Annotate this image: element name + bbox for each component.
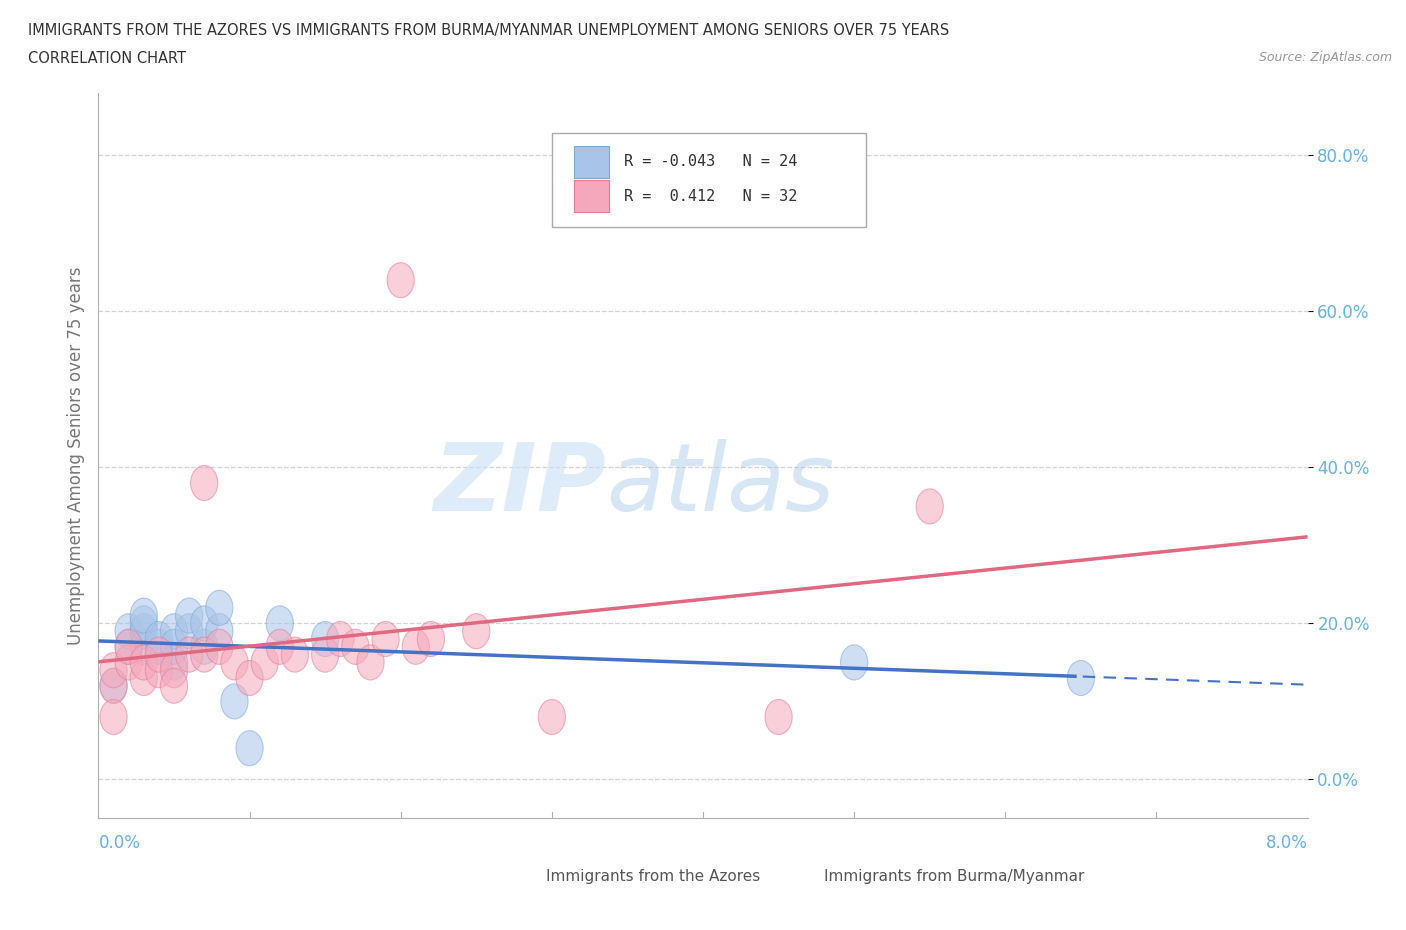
Ellipse shape [236, 731, 263, 765]
FancyBboxPatch shape [574, 180, 609, 212]
Ellipse shape [236, 660, 263, 696]
Ellipse shape [145, 637, 173, 672]
Ellipse shape [115, 630, 142, 664]
Ellipse shape [100, 669, 127, 703]
Ellipse shape [145, 653, 173, 688]
Ellipse shape [418, 621, 444, 657]
Ellipse shape [221, 644, 247, 680]
Ellipse shape [145, 630, 173, 664]
Ellipse shape [326, 621, 354, 657]
Ellipse shape [115, 644, 142, 680]
Ellipse shape [373, 621, 399, 657]
Ellipse shape [312, 621, 339, 657]
Ellipse shape [266, 630, 294, 664]
Ellipse shape [160, 614, 187, 649]
Ellipse shape [131, 614, 157, 649]
Ellipse shape [266, 605, 294, 641]
Ellipse shape [281, 637, 308, 672]
Ellipse shape [160, 630, 187, 664]
Text: R = -0.043   N = 24: R = -0.043 N = 24 [624, 154, 797, 169]
Ellipse shape [357, 644, 384, 680]
Ellipse shape [402, 630, 429, 664]
Ellipse shape [100, 699, 127, 735]
FancyBboxPatch shape [495, 862, 536, 894]
Ellipse shape [160, 644, 187, 680]
Text: Immigrants from Burma/Myanmar: Immigrants from Burma/Myanmar [824, 869, 1084, 883]
Ellipse shape [191, 465, 218, 500]
FancyBboxPatch shape [551, 133, 866, 227]
Ellipse shape [191, 605, 218, 641]
Ellipse shape [191, 630, 218, 664]
Text: 8.0%: 8.0% [1265, 834, 1308, 852]
Text: 0.0%: 0.0% [98, 834, 141, 852]
Ellipse shape [252, 644, 278, 680]
Ellipse shape [176, 637, 202, 672]
FancyBboxPatch shape [768, 862, 808, 894]
Ellipse shape [115, 614, 142, 649]
Ellipse shape [312, 637, 339, 672]
Ellipse shape [191, 637, 218, 672]
Ellipse shape [131, 605, 157, 641]
Ellipse shape [160, 669, 187, 703]
Ellipse shape [160, 653, 187, 688]
Ellipse shape [205, 630, 233, 664]
Ellipse shape [145, 621, 173, 657]
Ellipse shape [342, 630, 368, 664]
Text: ZIP: ZIP [433, 439, 606, 531]
Text: R =  0.412   N = 32: R = 0.412 N = 32 [624, 189, 797, 204]
Ellipse shape [463, 614, 489, 649]
Ellipse shape [115, 630, 142, 664]
Ellipse shape [841, 644, 868, 680]
Ellipse shape [131, 660, 157, 696]
Ellipse shape [176, 614, 202, 649]
Ellipse shape [176, 598, 202, 633]
Text: atlas: atlas [606, 439, 835, 530]
Ellipse shape [131, 644, 157, 680]
Text: Source: ZipAtlas.com: Source: ZipAtlas.com [1258, 51, 1392, 64]
Text: IMMIGRANTS FROM THE AZORES VS IMMIGRANTS FROM BURMA/MYANMAR UNEMPLOYMENT AMONG S: IMMIGRANTS FROM THE AZORES VS IMMIGRANTS… [28, 23, 949, 38]
Ellipse shape [131, 630, 157, 664]
Text: Immigrants from the Azores: Immigrants from the Azores [546, 869, 761, 883]
Ellipse shape [387, 262, 415, 298]
Ellipse shape [221, 684, 247, 719]
Ellipse shape [1067, 660, 1094, 696]
Ellipse shape [131, 598, 157, 633]
Ellipse shape [765, 699, 792, 735]
Ellipse shape [100, 669, 127, 703]
Text: CORRELATION CHART: CORRELATION CHART [28, 51, 186, 66]
Ellipse shape [538, 699, 565, 735]
Ellipse shape [917, 489, 943, 524]
FancyBboxPatch shape [574, 146, 609, 178]
Ellipse shape [100, 653, 127, 688]
Y-axis label: Unemployment Among Seniors over 75 years: Unemployment Among Seniors over 75 years [66, 267, 84, 644]
Ellipse shape [205, 614, 233, 649]
Ellipse shape [205, 591, 233, 625]
